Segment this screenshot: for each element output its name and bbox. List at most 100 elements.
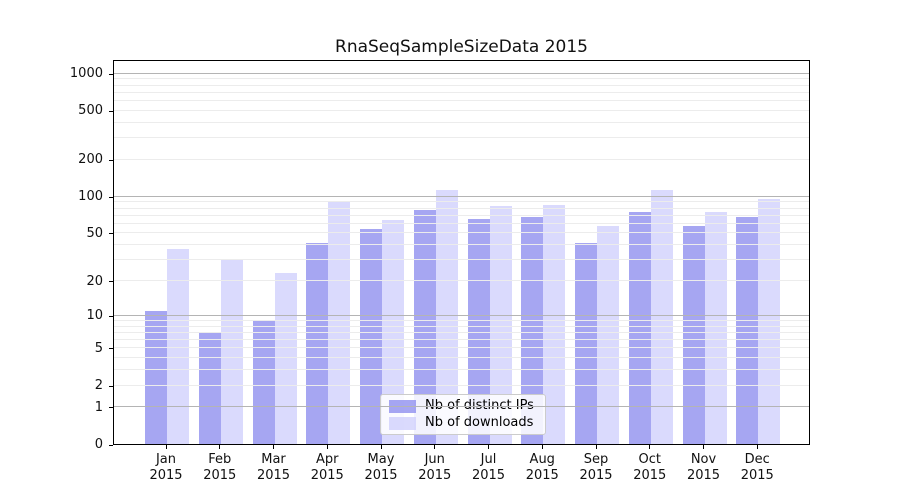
bar-apr-downloads	[328, 200, 351, 444]
gridline-minor-9	[114, 319, 809, 321]
x-tick-month-apr: Apr	[316, 452, 339, 467]
x-tick-year-may: 2015	[364, 468, 398, 483]
x-tick-year-aug: 2015	[525, 468, 559, 483]
y-tick-mark-5	[109, 348, 113, 350]
bar-feb-downloads	[220, 259, 243, 444]
y-tick-label-0: 0	[94, 437, 103, 452]
chart-title: RnaSeqSampleSizeData 2015	[335, 37, 588, 57]
y-tick-mark-50	[109, 233, 113, 235]
x-tick-label-may: May 2015	[349, 452, 413, 484]
x-tick-month-feb: Feb	[208, 452, 232, 467]
x-tick-year-sep: 2015	[579, 468, 613, 483]
x-tick-month-dec: Dec	[744, 452, 770, 467]
x-tick-mark-dec	[756, 445, 758, 449]
y-tick-label-2: 2	[94, 378, 103, 394]
y-tick-mark-1000	[109, 73, 113, 75]
x-tick-year-nov: 2015	[686, 468, 721, 483]
y-tick-label-1: 1	[94, 399, 103, 415]
gridline-minor-4	[114, 357, 809, 359]
gridline-major-100	[114, 195, 809, 197]
legend-label-downloads: Nb of downloads	[425, 415, 534, 430]
bar-sep-ips	[575, 243, 597, 444]
y-tick-label-200: 200	[78, 152, 103, 168]
x-tick-label-aug: Aug 2015	[510, 452, 574, 484]
y-tick-label-5: 5	[94, 340, 103, 356]
bar-nov-downloads	[704, 211, 727, 444]
gridline-minor-50	[114, 232, 809, 234]
plot-area: Nb of distinct IPs Nb of downloads	[113, 60, 810, 445]
y-tick-label-10: 10	[86, 308, 103, 324]
x-tick-mark-sep	[595, 445, 597, 449]
gridline-minor-80	[114, 207, 809, 209]
gridline-major-1	[114, 406, 809, 408]
legend-row-distinct-ips: Nb of distinct IPs	[389, 399, 537, 413]
x-tick-month-mar: Mar	[261, 452, 286, 467]
bar-may-ips	[360, 228, 382, 444]
x-tick-year-jul: 2015	[471, 468, 506, 483]
x-tick-month-jul: Jul	[480, 452, 497, 467]
bar-aug-downloads	[543, 204, 566, 444]
y-tick-mark-500	[109, 110, 113, 112]
gridline-minor-7	[114, 331, 809, 333]
gridline-minor-90	[114, 201, 809, 203]
x-tick-mark-aug	[541, 445, 543, 449]
bar-apr-ips	[306, 243, 329, 444]
x-tick-mark-jan	[165, 445, 167, 449]
gridline-minor-2	[114, 384, 809, 386]
x-tick-label-jul: Jul 2015	[457, 452, 521, 484]
x-tick-mark-apr	[326, 445, 328, 449]
gridline-minor-8	[114, 325, 809, 327]
x-tick-mark-feb	[219, 445, 221, 449]
y-tick-mark-200	[109, 159, 113, 161]
x-tick-mark-mar	[273, 445, 274, 449]
bar-jul-ips	[467, 219, 490, 444]
y-tick-mark-0	[109, 444, 113, 446]
x-tick-month-oct: Oct	[638, 452, 661, 467]
bar-jun-downloads	[435, 190, 458, 444]
x-tick-year-dec: 2015	[740, 468, 774, 483]
x-tick-mark-may	[380, 445, 382, 449]
gridline-major-10	[114, 314, 809, 316]
y-tick-mark-2	[109, 385, 113, 387]
x-tick-month-nov: Nov	[690, 452, 717, 467]
bar-oct-downloads	[650, 190, 673, 444]
gridline-minor-500	[114, 109, 809, 111]
bar-aug-ips	[521, 216, 544, 444]
y-tick-mark-100	[109, 196, 113, 198]
legend-label-distinct-ips: Nb of distinct IPs	[425, 398, 534, 413]
x-tick-year-mar: 2015	[256, 468, 291, 483]
gridline-minor-30	[114, 259, 809, 261]
x-tick-year-apr: 2015	[310, 468, 344, 483]
y-tick-label-500: 500	[78, 103, 103, 119]
gridline-minor-400	[114, 121, 809, 123]
gridline-minor-6	[114, 339, 809, 341]
x-tick-year-jan: 2015	[149, 468, 183, 483]
x-tick-year-feb: 2015	[203, 468, 237, 483]
gridline-minor-900	[114, 78, 809, 80]
x-tick-mark-jun	[434, 445, 436, 449]
bar-mar-ips	[252, 320, 275, 444]
y-tick-mark-20	[109, 281, 113, 283]
gridline-minor-600	[114, 99, 809, 101]
bar-jan-ips	[145, 310, 167, 444]
y-tick-mark-10	[109, 315, 113, 317]
gridline-minor-60	[114, 222, 809, 224]
y-tick-mark-1	[109, 407, 113, 409]
y-tick-label-1000: 1000	[69, 66, 103, 82]
x-tick-label-dec: Dec 2015	[725, 452, 789, 484]
x-tick-label-nov: Nov 2015	[672, 452, 736, 484]
gridline-minor-700	[114, 91, 809, 93]
x-tick-label-jun: Jun 2015	[403, 452, 467, 484]
legend-swatch-downloads	[389, 416, 416, 430]
x-tick-month-jun: Jun	[424, 452, 445, 467]
x-tick-month-sep: Sep	[583, 452, 609, 467]
x-tick-label-oct: Oct 2015	[618, 452, 682, 484]
x-tick-mark-oct	[649, 445, 651, 449]
gridline-minor-3	[114, 369, 809, 371]
gridline-minor-70	[114, 214, 809, 216]
bar-dec-downloads	[758, 198, 781, 444]
x-tick-label-feb: Feb 2015	[188, 452, 252, 484]
x-tick-year-jun: 2015	[418, 468, 452, 483]
bar-mar-downloads	[274, 273, 297, 444]
